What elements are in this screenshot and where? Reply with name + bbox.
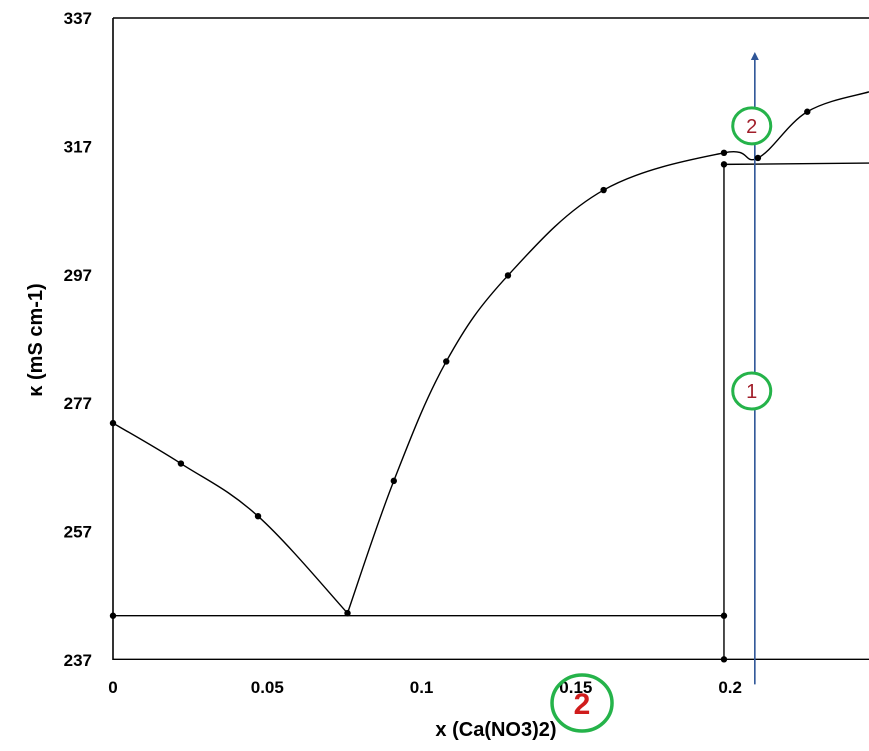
x-tick-label: 0 — [108, 678, 117, 697]
series-line-1 — [112, 422, 349, 614]
data-point-15 — [720, 656, 728, 663]
data-point-2 — [177, 460, 185, 467]
data-point-13 — [720, 612, 728, 619]
data-point-3 — [254, 512, 262, 520]
data-point-7 — [504, 272, 512, 279]
x-axis-title: x (Ca(NO3)2) — [435, 719, 556, 741]
y-tick-label: 317 — [64, 137, 92, 156]
tick-layer: 237 257 277 297 317 337 0 0.05 0.1 0.15 0.2 — [64, 9, 742, 697]
data-point-1 — [109, 419, 117, 427]
y-tick-label: 297 — [64, 266, 92, 285]
series-line-5 — [723, 162, 869, 166]
annotation-label-1: 1 — [746, 381, 757, 403]
marker-layer — [109, 108, 811, 663]
x-tick-label: 0.15 — [559, 678, 592, 697]
series-line-2 — [346, 91, 869, 614]
x-tick-label: 0.2 — [718, 678, 742, 697]
data-point-6 — [443, 358, 450, 365]
y-tick-label: 237 — [64, 651, 92, 670]
series-layer — [112, 91, 869, 661]
annotation-label-2: 2 — [746, 116, 757, 138]
data-point-12 — [109, 612, 117, 619]
data-point-8 — [600, 186, 607, 194]
data-point-9 — [720, 149, 728, 157]
y-tick-label: 257 — [64, 523, 92, 542]
data-point-14 — [720, 161, 728, 168]
annotation-circle-3 — [550, 673, 614, 733]
arrow-layer — [750, 52, 759, 685]
y-tick-label: 277 — [64, 394, 92, 413]
y-axis-title: κ (mS cm-1) — [25, 283, 47, 396]
arrow-head — [750, 52, 759, 61]
x-tick-label: 0.1 — [410, 678, 434, 697]
annotation-circle-1 — [731, 371, 773, 411]
x-tick-label: 0.05 — [251, 678, 284, 697]
data-point-10 — [754, 154, 762, 162]
data-point-4 — [344, 609, 351, 617]
data-point-11 — [804, 108, 811, 115]
annotation-label-3: 2 — [574, 688, 591, 721]
data-point-5 — [390, 477, 397, 485]
annotation-layer: 1 2 2 — [550, 106, 773, 733]
plot-frame — [112, 17, 869, 660]
annotation-circle-2 — [731, 106, 773, 146]
y-tick-label: 337 — [64, 9, 92, 28]
